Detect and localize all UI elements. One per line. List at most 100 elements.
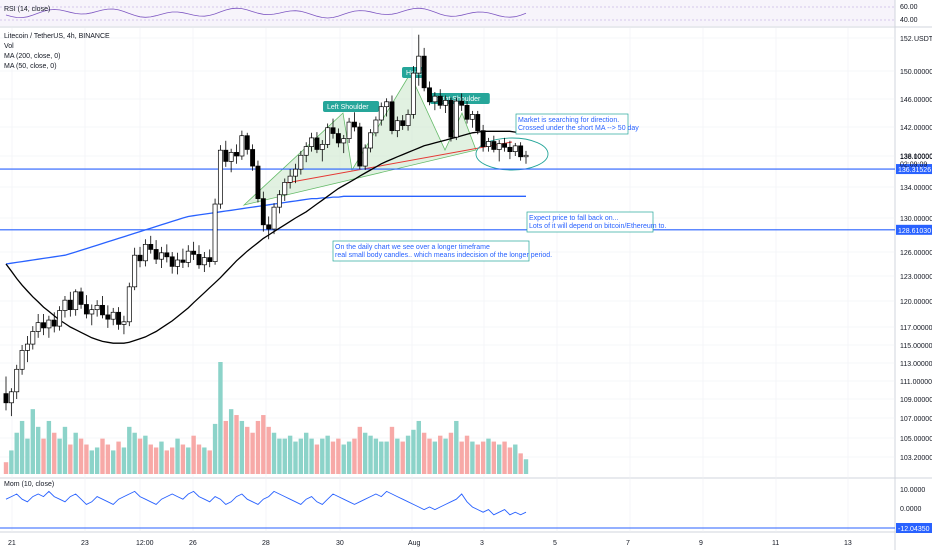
candle [217, 145, 223, 209]
candle-body [260, 198, 266, 226]
candle-body [400, 120, 406, 126]
time-tick: 26 [189, 540, 197, 547]
symbol-title: Litecoin / TetherUS, 4h, BINANCE [4, 33, 110, 40]
candle [78, 287, 84, 309]
candle-body [78, 291, 84, 305]
volume-bar [250, 432, 255, 474]
candle-body [298, 154, 304, 170]
candle [148, 235, 154, 254]
candle [330, 118, 336, 139]
candle-body [368, 132, 373, 149]
candle [121, 315, 127, 335]
candle [234, 144, 239, 164]
neckline [285, 141, 513, 184]
head-and-shoulders-pattern: Left ShoulderHeadRight Shoulder [242, 67, 549, 206]
time-axis[interactable]: 21 23 12:00 26 28 30 Aug 3 5 7 9 11 13 [8, 540, 852, 547]
candle [201, 252, 207, 272]
volume-bar [94, 447, 100, 474]
price-tick: 146.00000 [900, 97, 932, 104]
candle-body [110, 311, 116, 320]
candle [368, 129, 373, 153]
volume-bar [293, 441, 298, 474]
volume-bar [52, 432, 57, 474]
price-tick: 107.00000 [900, 416, 932, 423]
candle-body [384, 101, 390, 108]
candle-body [496, 143, 502, 150]
volume-bar [513, 444, 518, 474]
volume-bar [325, 435, 330, 474]
candle-body [507, 146, 513, 153]
candle [244, 132, 250, 155]
volume-bar [137, 438, 143, 474]
candle-body [148, 244, 154, 250]
candle [394, 116, 400, 138]
candle-body [180, 259, 186, 263]
annotation-line: real small body candles.. which means in… [335, 252, 552, 259]
volume-bar [438, 435, 443, 474]
horizontal-levels[interactable]: 136.31526 128.61030 [0, 164, 932, 235]
candle-body [341, 138, 347, 144]
candle [250, 144, 256, 171]
candle [271, 203, 277, 235]
candle [400, 115, 406, 130]
candle-body [421, 55, 427, 89]
candle-body [357, 126, 363, 167]
volume-bar [105, 444, 111, 474]
candle [384, 98, 390, 117]
candle-body [212, 203, 218, 262]
volume-bar [143, 435, 148, 474]
candle-body [518, 145, 524, 158]
price-axis[interactable]: 152. USDT 150.00000 146.00000 142.00000 138.0… [900, 36, 932, 462]
time-tick: 11 [772, 540, 779, 547]
candle-body [276, 194, 282, 208]
candle-body [437, 95, 443, 106]
candle-body [164, 252, 170, 258]
volume-bar [395, 438, 400, 474]
candle-body [94, 304, 100, 311]
volume-bar [282, 438, 287, 474]
candle [260, 191, 266, 232]
volume-bar [346, 441, 352, 474]
candle [100, 296, 105, 319]
price-tick: 152. [900, 36, 914, 43]
time-tick: 30 [336, 540, 344, 547]
momentum-pane: 10.0000 0.0000 -12.04350 [0, 487, 932, 533]
volume-bar [164, 450, 170, 474]
volume-bar [186, 447, 191, 474]
volume-bar [30, 409, 36, 474]
candle [373, 116, 379, 137]
candle [62, 296, 68, 318]
candle [239, 130, 245, 160]
volume-bar [320, 438, 325, 474]
annotation-box [515, 113, 629, 135]
volume-bar [19, 420, 25, 474]
candle-body [287, 175, 293, 183]
pattern-shape [242, 73, 477, 206]
candle [480, 124, 486, 152]
candle [469, 110, 475, 128]
candle-body [46, 319, 52, 329]
momentum-tick-0: 10.0000 [900, 487, 925, 494]
annotations[interactable]: Market is searching for direction.Crosse… [332, 113, 666, 262]
candle [164, 244, 170, 263]
volume-bar [411, 429, 416, 474]
candle [432, 92, 438, 111]
volume-bar [464, 435, 470, 474]
candle-body [282, 182, 288, 196]
volume-bar [169, 447, 175, 474]
price-tick: 117.00000 [900, 325, 932, 332]
time-tick: 12:00 [136, 540, 154, 547]
candle [83, 295, 89, 319]
volume-bar [255, 420, 261, 474]
candle-body [244, 135, 250, 150]
volume-bar [352, 438, 357, 474]
candle [453, 97, 459, 141]
moving-averages [5, 130, 527, 344]
candle-body [255, 165, 261, 199]
time-tick: 28 [262, 540, 270, 547]
volume-bar [389, 426, 395, 474]
candle-body [416, 55, 422, 74]
candle-body [62, 299, 68, 311]
volume-bar [271, 432, 277, 474]
